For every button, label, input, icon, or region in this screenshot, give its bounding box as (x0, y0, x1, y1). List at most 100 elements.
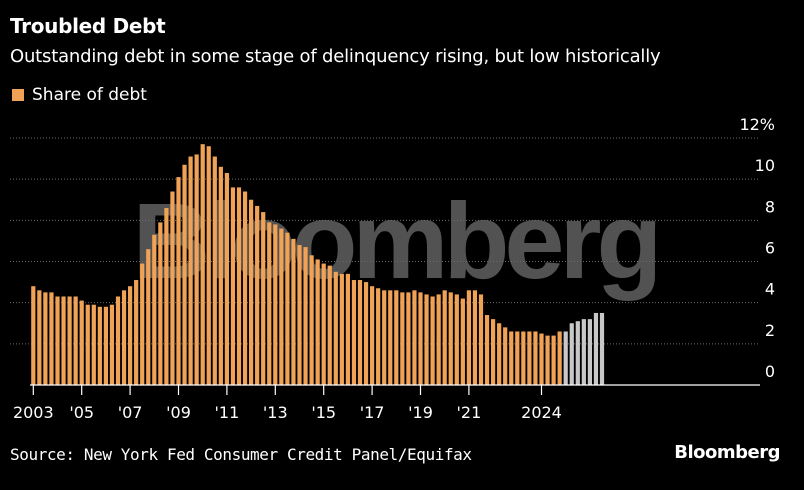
bar (128, 286, 133, 385)
bar (212, 156, 217, 385)
legend: Share of debt (12, 85, 147, 105)
bar (158, 222, 163, 385)
bar (188, 156, 193, 385)
bar (61, 296, 66, 385)
bar (103, 306, 108, 385)
bar (557, 331, 562, 385)
bar (539, 333, 544, 385)
bar (79, 300, 84, 385)
x-tick-label: '19 (408, 403, 433, 422)
legend-label: Share of debt (32, 85, 147, 105)
bar (49, 292, 54, 385)
bar (357, 280, 363, 385)
bar (484, 315, 490, 385)
bar (170, 191, 175, 385)
bar (430, 296, 435, 385)
bar-recent (575, 321, 580, 385)
axes: 0 2 4 6 8 10 12% 2003 '05 '07 '09 '11 '13 '15 '17 '19 '2… (13, 115, 775, 422)
bar (418, 292, 423, 385)
bar (515, 331, 520, 385)
bar (297, 245, 302, 385)
bar (327, 265, 332, 385)
bar (448, 292, 453, 385)
x-tick-label: '13 (263, 403, 288, 422)
bar (533, 331, 538, 385)
bar (85, 304, 90, 385)
y-tick-label: 12% (739, 115, 775, 134)
bar (436, 294, 441, 385)
brand-logo: Bloomberg (674, 442, 780, 463)
bar (242, 191, 248, 385)
bar (230, 187, 236, 385)
bar (279, 228, 284, 385)
bar (176, 177, 181, 385)
y-tick-label: 4 (765, 280, 775, 299)
bar (527, 331, 532, 385)
bar (164, 207, 169, 385)
x-tick-label: '07 (118, 403, 143, 422)
bar (376, 288, 381, 385)
bar (267, 222, 272, 385)
bar (73, 296, 78, 385)
bar (388, 290, 393, 385)
bar (31, 286, 36, 385)
bar (315, 259, 320, 385)
bar (321, 263, 326, 385)
bar (521, 331, 526, 385)
bar (200, 144, 205, 385)
bar (400, 292, 405, 385)
bar (152, 234, 157, 385)
y-tick-label: 2 (765, 321, 775, 340)
bar-recent (563, 331, 568, 385)
bar (509, 331, 514, 385)
bar (37, 290, 42, 385)
x-tick-label: '11 (215, 403, 240, 422)
bars (31, 144, 605, 385)
x-tick-label: '17 (360, 403, 385, 422)
x-tick-label: '21 (457, 403, 482, 422)
bar-recent (593, 312, 599, 385)
bar (261, 212, 266, 385)
source-note: Source: New York Fed Consumer Credit Pan… (10, 445, 472, 464)
bar (121, 290, 127, 385)
x-tick-label: '09 (166, 403, 191, 422)
bar (454, 294, 459, 385)
bar (345, 273, 350, 385)
bar (182, 164, 187, 385)
bar (363, 282, 369, 385)
bar (309, 255, 314, 385)
bar (382, 290, 387, 385)
bar (67, 296, 72, 385)
bar (115, 296, 121, 385)
bar-recent (587, 319, 592, 385)
x-tick-label: '05 (69, 403, 94, 422)
bar (236, 187, 242, 385)
bar (545, 335, 550, 385)
bar (249, 199, 254, 385)
y-tick-label: 10 (755, 156, 775, 175)
bar (370, 286, 375, 385)
bar (497, 323, 502, 385)
bar (109, 304, 115, 385)
bar (424, 294, 429, 385)
bar (551, 335, 556, 385)
y-tick-label: 8 (765, 197, 775, 216)
bar (339, 273, 344, 385)
x-tick-label: 2024 (521, 403, 562, 422)
bar (146, 249, 151, 385)
x-tick-label: '15 (311, 403, 336, 422)
bar (503, 327, 508, 385)
bar (491, 319, 496, 385)
legend-swatch (12, 89, 24, 101)
y-tick-label: 6 (765, 239, 775, 258)
bar (291, 238, 296, 385)
y-tick-label: 0 (765, 362, 775, 381)
bar-recent (569, 323, 574, 385)
bar-recent (599, 312, 605, 385)
bar (43, 292, 48, 385)
bar (412, 290, 417, 385)
bar (273, 224, 278, 385)
bar (460, 298, 465, 385)
x-tick-label: 2003 (13, 403, 54, 422)
